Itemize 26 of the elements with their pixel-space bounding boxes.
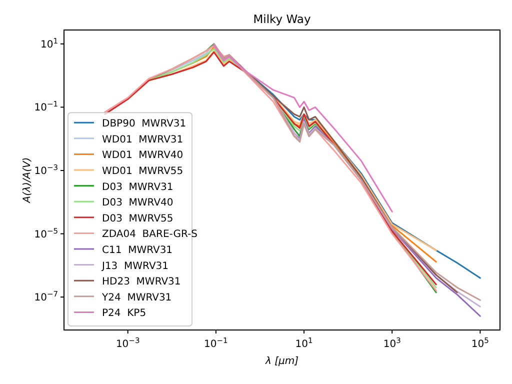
y-tick-label: 10$^{−1}$: [34, 99, 58, 114]
legend-label: DBP90 MWRV31: [102, 118, 186, 130]
y-tick-label: 10$^{−5}$: [34, 226, 58, 240]
legend-label: D03 MWRV31: [102, 182, 174, 193]
y-axis-title: A(λ)/A(V): [22, 157, 33, 204]
x-tick-label: 10$^{−1}$: [204, 336, 228, 350]
x-tick-label: 10$^{−3}$: [116, 336, 140, 350]
legend-label: HD23 MWRV31: [102, 276, 181, 288]
y-tick-label: 10$^{−3}$: [34, 162, 58, 177]
x-axis-title: λ [μm]: [264, 356, 299, 367]
legend-label: Y24 MWRV31: [101, 292, 172, 304]
legend-label: D03 MWRV55: [102, 213, 174, 224]
legend-label: WD01 MWRV55: [102, 166, 184, 177]
chart-title: Milky Way: [253, 12, 311, 26]
x-tick-label: 10$^{3}$: [383, 336, 402, 350]
legend-label: J13 MWRV31: [101, 260, 169, 272]
legend-label: D03 MWRV40: [102, 198, 174, 209]
y-tick-label: 10$^{−7}$: [34, 289, 58, 304]
legend-label: WD01 MWRV31: [102, 134, 184, 146]
x-tick-label: 10$^{5}$: [471, 336, 490, 350]
x-tick-label: 10$^{1}$: [295, 336, 313, 350]
legend-label: ZDA04 BARE-GR-S: [102, 229, 198, 240]
legend-label: C11 MWRV31: [102, 245, 173, 256]
legend-label: P24 KP5: [102, 308, 146, 320]
y-tick-label: 10$^{1}$: [40, 36, 58, 50]
legend-label: WD01 MWRV40: [102, 150, 184, 162]
